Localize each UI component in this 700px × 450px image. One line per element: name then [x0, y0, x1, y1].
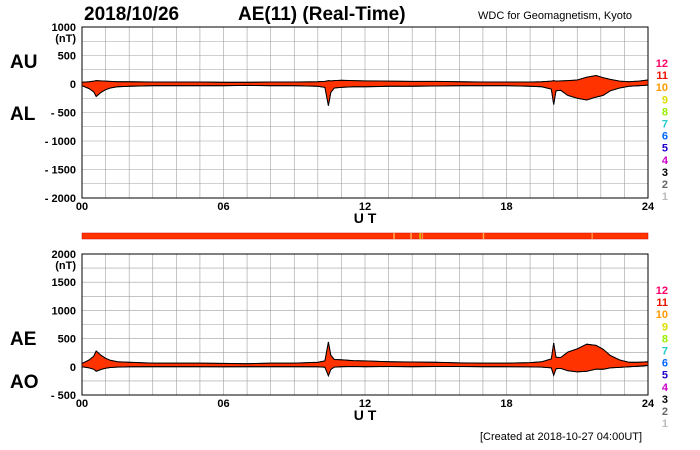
- y-tick-label: 0: [70, 362, 76, 374]
- strip-marker: [482, 233, 485, 239]
- station-count-9: 9: [662, 94, 668, 106]
- y-tick-label: 500: [58, 51, 76, 63]
- x-axis-label: U T: [354, 407, 377, 423]
- x-tick-label: 12: [359, 201, 371, 213]
- y-tick-label: - 1000: [45, 136, 76, 148]
- station-count-6: 6: [662, 131, 668, 143]
- al-label: AL: [10, 104, 36, 125]
- station-count-2: 2: [662, 179, 668, 191]
- station-count-1: 1: [662, 191, 668, 203]
- station-count-10: 10: [656, 309, 668, 321]
- y-tick-label: 0: [70, 79, 76, 91]
- station-count-5: 5: [662, 143, 668, 155]
- station-count-12: 12: [656, 285, 668, 297]
- y-tick-label: 500: [58, 334, 76, 346]
- station-count-8: 8: [662, 333, 668, 345]
- y-tick-label: - 1500: [45, 165, 76, 177]
- station-count-strip: [81, 232, 649, 240]
- strip-marker: [421, 233, 424, 239]
- ao-label: AO: [10, 372, 39, 393]
- station-count-4: 4: [662, 155, 669, 167]
- station-count-9: 9: [662, 321, 668, 333]
- ae-series: [81, 341, 649, 365]
- y-axis-unit: (nT): [55, 33, 76, 45]
- x-tick-label: 06: [217, 201, 229, 213]
- x-tick-label: 18: [500, 201, 512, 213]
- x-tick-label: 24: [642, 398, 655, 410]
- station-count-11: 11: [656, 70, 668, 82]
- y-tick-label: 2000: [52, 249, 76, 261]
- x-tick-label: 06: [217, 398, 229, 410]
- y-tick-label: 1000: [52, 22, 76, 34]
- y-axis-unit: (nT): [55, 260, 76, 272]
- y-tick-label: - 2000: [45, 193, 76, 205]
- station-count-3: 3: [662, 394, 668, 406]
- x-axis-label: U T: [354, 210, 377, 226]
- station-count-5: 5: [662, 370, 668, 382]
- strip-marker: [410, 233, 412, 239]
- ao-series: [81, 364, 649, 378]
- x-tick-label: 12: [359, 398, 371, 410]
- al-series: [81, 84, 649, 106]
- y-tick-label: 1000: [52, 305, 76, 317]
- plot-frame: [81, 26, 649, 199]
- strip-marker: [393, 233, 395, 239]
- au-series: [81, 74, 649, 83]
- station-count-6: 6: [662, 358, 668, 370]
- plot-frame: [81, 253, 649, 396]
- strip-marker: [591, 233, 593, 239]
- plot-title: AE(11) (Real-Time): [238, 4, 406, 25]
- ae-label: AE: [10, 329, 37, 350]
- station-count-8: 8: [662, 106, 668, 118]
- x-tick-label: 24: [642, 201, 655, 213]
- station-count-12: 12: [656, 58, 668, 70]
- station-count-4: 4: [662, 382, 669, 394]
- station-count-2: 2: [662, 406, 668, 418]
- station-count-1: 1: [662, 418, 668, 430]
- x-tick-label: 00: [76, 398, 88, 410]
- au-label: AU: [10, 52, 38, 73]
- y-tick-label: - 500: [51, 108, 76, 120]
- plot-date: 2018/10/26: [84, 4, 180, 25]
- x-tick-label: 18: [500, 398, 512, 410]
- station-count-11: 11: [656, 297, 668, 309]
- data-source: WDC for Geomagnetism, Kyoto: [478, 10, 633, 22]
- strip-marker: [419, 233, 421, 239]
- station-count-10: 10: [656, 82, 668, 94]
- station-count-7: 7: [662, 346, 668, 358]
- station-count-7: 7: [662, 119, 668, 131]
- x-tick-label: 00: [76, 201, 88, 213]
- y-tick-label: - 500: [51, 390, 76, 402]
- station-count-3: 3: [662, 167, 668, 179]
- y-tick-label: 1500: [52, 277, 76, 289]
- created-timestamp: [Created at 2018-10-27 04:00UT]: [480, 431, 643, 443]
